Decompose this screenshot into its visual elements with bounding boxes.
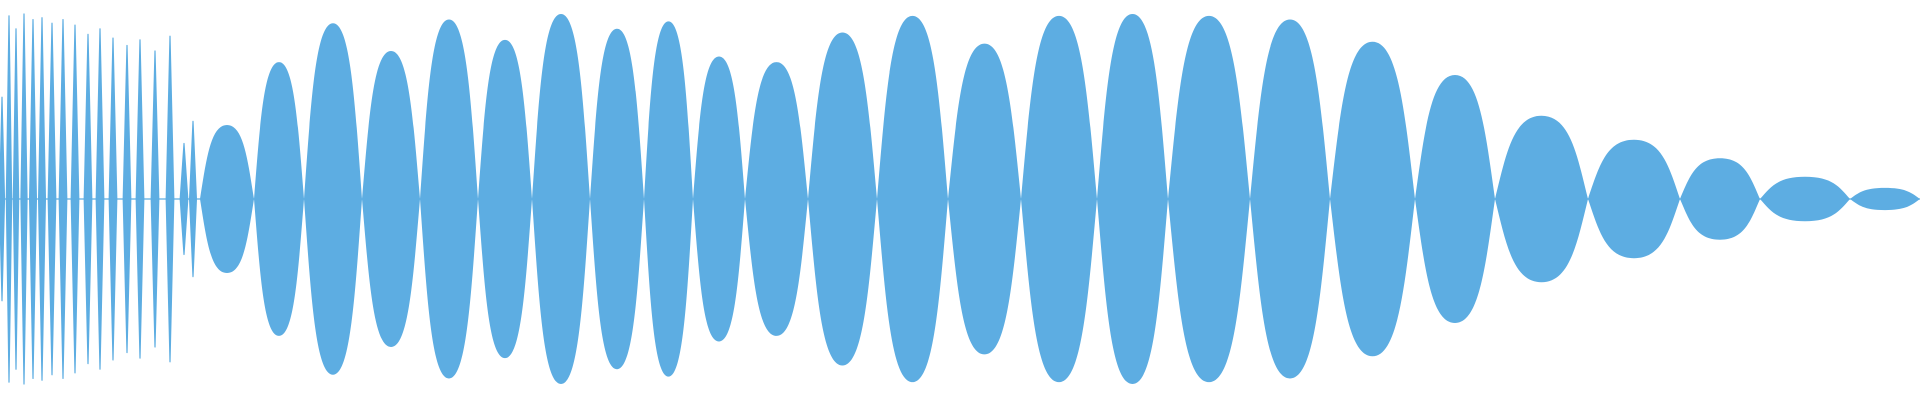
waveform-lobe	[1680, 158, 1760, 240]
waveform-spike	[58, 18, 68, 380]
waveform-spike	[165, 35, 175, 363]
waveform-lobe	[420, 19, 478, 379]
high-frequency-burst	[0, 13, 198, 385]
waveform-lobe	[200, 125, 254, 273]
waveform-spike	[150, 50, 160, 348]
waveform-lobe	[1495, 115, 1588, 283]
waveform-lobe	[362, 51, 420, 347]
waveform-lobe	[478, 39, 532, 359]
waveform-spike	[83, 33, 93, 365]
waveform-lobe	[1250, 19, 1330, 379]
waveform-lobe	[808, 32, 877, 366]
waveform-lobe	[1330, 41, 1415, 357]
waveform-spike	[5, 15, 13, 383]
waveform-lobe	[1760, 176, 1850, 222]
waveform-lobe	[1850, 187, 1920, 211]
waveform-lobe	[1097, 14, 1168, 384]
waveform-lobe	[1168, 15, 1250, 383]
waveform-lobe	[254, 62, 304, 336]
waveform-spike	[20, 13, 28, 385]
waveform-lobe	[590, 28, 644, 370]
waveform-spike	[179, 142, 189, 256]
waveform-lobe	[745, 62, 808, 336]
waveform-lobe	[693, 56, 745, 342]
waveform-spike	[37, 17, 47, 381]
waveform-spike	[135, 39, 145, 359]
waveform-spike	[0, 96, 6, 302]
waveform-lobes	[200, 14, 1920, 384]
waveform-lobe	[644, 21, 693, 377]
waveform-spike	[122, 44, 132, 354]
waveform-spike	[47, 22, 57, 376]
waveform-spike	[188, 120, 198, 278]
waveform-lobe	[948, 43, 1021, 355]
waveform-lobe	[304, 23, 362, 375]
waveform-lobe	[1415, 75, 1495, 323]
waveform-lobe	[532, 14, 590, 384]
waveform-lobe	[1021, 15, 1097, 383]
waveform-lobe	[877, 15, 948, 383]
waveform-spike	[108, 37, 118, 361]
waveform-lobe	[1588, 139, 1680, 259]
waveform-spike	[28, 18, 38, 380]
waveform-spike	[70, 24, 80, 374]
waveform-spike	[95, 28, 105, 370]
waveform-spike	[12, 28, 20, 370]
